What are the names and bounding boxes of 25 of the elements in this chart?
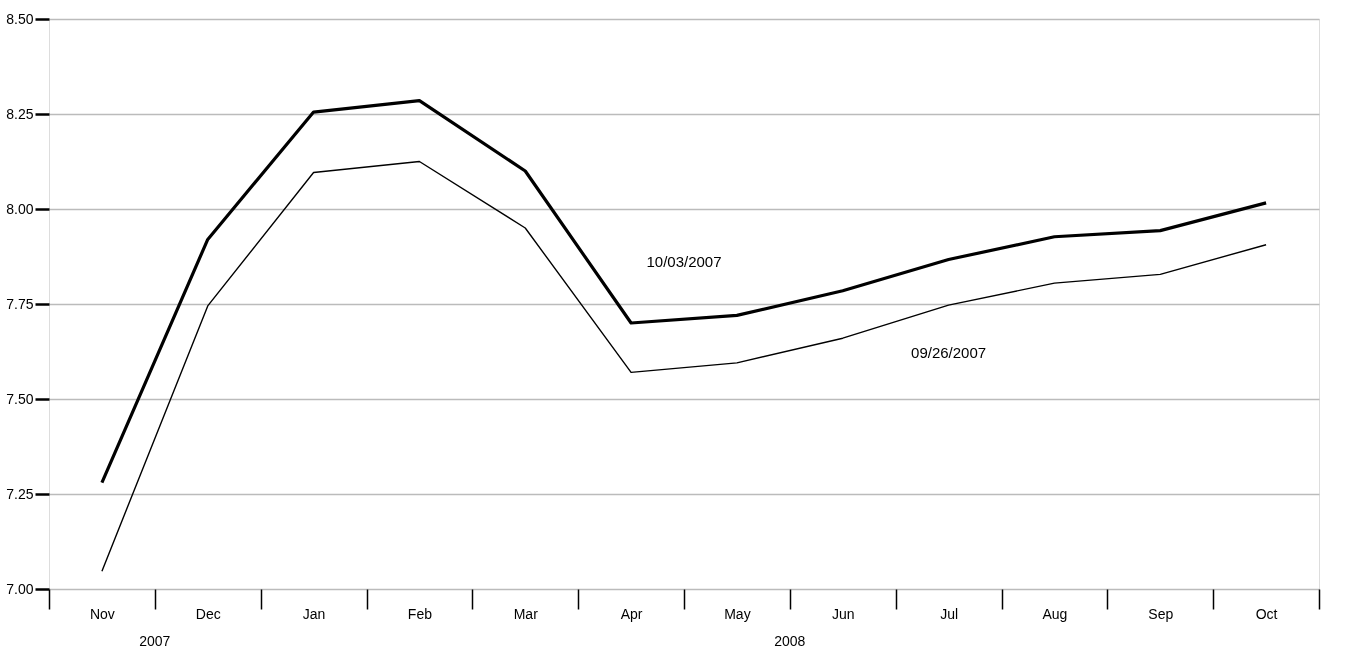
x-tick-label: Aug xyxy=(1042,605,1068,622)
y-tick-label: 7.25 xyxy=(6,485,34,502)
text: 2007 xyxy=(139,633,171,649)
y-tick-label: 8.50 xyxy=(6,10,34,27)
x-tick-label: Jul xyxy=(940,605,959,622)
line-series xyxy=(101,160,1267,572)
text: 10/03/2007 xyxy=(646,253,722,271)
y-tick-label: 8.00 xyxy=(6,200,34,217)
x-tick-label: Oct xyxy=(1255,605,1278,622)
line-series xyxy=(100,99,1268,485)
x-tick-label: Nov xyxy=(89,605,115,622)
x-tick-label: Feb xyxy=(407,605,433,622)
y-tick-label: 7.75 xyxy=(6,295,34,312)
x-tick-label: Apr xyxy=(620,605,643,622)
x-tick-label: Dec xyxy=(195,605,221,622)
text: 2008 xyxy=(774,633,806,649)
y-tick-label: 8.25 xyxy=(6,105,34,122)
x-tick-label: Jun xyxy=(831,605,855,622)
series-label: 09/26/2007 xyxy=(911,344,987,362)
y-tick-label: 7.50 xyxy=(6,390,34,407)
x-tick-label: Jan xyxy=(302,605,326,622)
x-tick-label: Sep xyxy=(1148,605,1174,622)
x-tick-label: May xyxy=(724,605,751,622)
y-tick-label: 7.00 xyxy=(6,580,34,597)
x-tick-label: Mar xyxy=(513,605,539,622)
